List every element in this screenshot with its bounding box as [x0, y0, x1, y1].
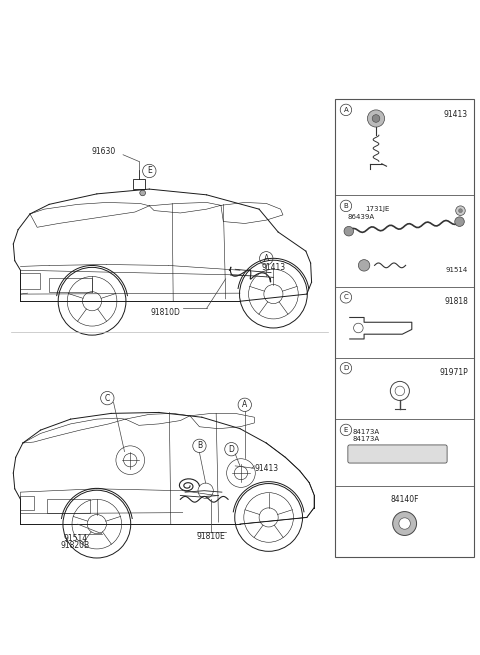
Text: 91413: 91413 — [262, 263, 286, 272]
Text: 91514: 91514 — [446, 267, 468, 272]
Text: C: C — [105, 394, 110, 403]
Text: D: D — [343, 365, 348, 371]
Text: 84173A: 84173A — [352, 436, 379, 442]
Circle shape — [456, 206, 465, 215]
Circle shape — [372, 115, 380, 122]
Bar — [133, 179, 144, 189]
Text: D: D — [228, 445, 234, 454]
Circle shape — [367, 110, 384, 127]
Text: A: A — [264, 253, 269, 263]
Circle shape — [344, 227, 354, 236]
Bar — [20, 496, 34, 510]
Circle shape — [455, 217, 464, 227]
Text: B: B — [344, 203, 348, 209]
Text: A: A — [242, 400, 247, 409]
Text: B: B — [197, 441, 202, 451]
Text: E: E — [344, 427, 348, 433]
Bar — [21, 272, 39, 290]
Text: 91971P: 91971P — [439, 368, 468, 377]
Text: 91630: 91630 — [92, 147, 116, 157]
Text: A: A — [344, 107, 348, 113]
Bar — [47, 499, 90, 513]
Circle shape — [458, 209, 462, 213]
Circle shape — [140, 190, 145, 196]
Text: 91413: 91413 — [254, 464, 278, 473]
Text: 91810E: 91810E — [197, 532, 226, 540]
Bar — [49, 278, 92, 292]
Text: 1731JE: 1731JE — [365, 206, 389, 212]
Circle shape — [399, 518, 410, 529]
Text: 91413: 91413 — [444, 110, 468, 119]
Circle shape — [393, 512, 417, 535]
Circle shape — [359, 259, 370, 271]
Text: 91810D: 91810D — [150, 308, 180, 317]
Text: 84173A: 84173A — [352, 429, 379, 435]
Text: 86439A: 86439A — [348, 214, 374, 219]
FancyBboxPatch shape — [348, 445, 447, 463]
Text: 84140F: 84140F — [390, 495, 419, 504]
Text: 91514: 91514 — [63, 534, 87, 543]
Text: 91820B: 91820B — [61, 540, 90, 550]
Text: 91818: 91818 — [444, 297, 468, 307]
Text: C: C — [344, 294, 348, 301]
Text: E: E — [147, 166, 152, 176]
Bar — [336, 100, 474, 557]
